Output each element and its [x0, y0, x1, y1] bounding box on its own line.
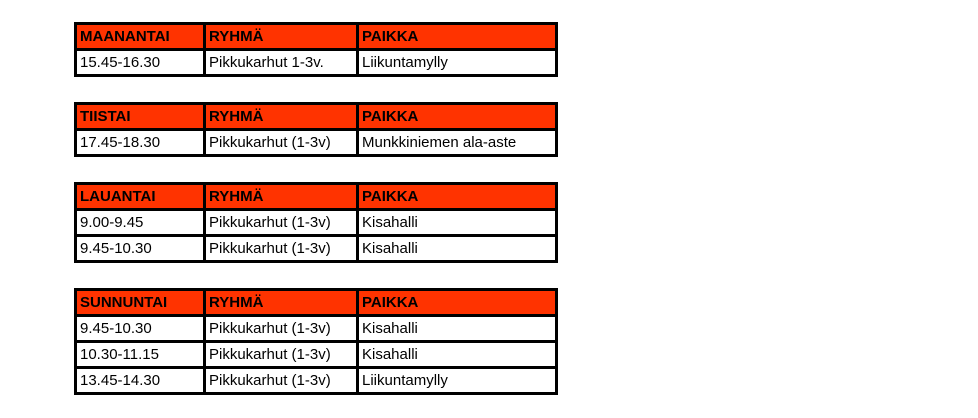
header-row: TIISTAI RYHMÄ PAIKKA — [74, 102, 558, 131]
group-cell: Pikkukarhut (1-3v) — [203, 128, 359, 157]
group-cell: Pikkukarhut (1-3v) — [203, 208, 359, 237]
column-header-cell: RYHMÄ — [203, 182, 359, 211]
place-cell: Liikuntamylly — [356, 366, 558, 395]
group-cell: Pikkukarhut (1-3v) — [203, 340, 359, 369]
time-cell: 9.00-9.45 — [74, 208, 206, 237]
time-cell: 9.45-10.30 — [74, 234, 206, 263]
table-row: 9.45-10.30 Pikkukarhut (1-3v) Kisahalli — [74, 234, 558, 263]
place-cell: Kisahalli — [356, 208, 558, 237]
time-cell: 9.45-10.30 — [74, 314, 206, 343]
group-cell: Pikkukarhut (1-3v) — [203, 366, 359, 395]
table-row: 15.45-16.30 Pikkukarhut 1-3v. Liikuntamyll… — [74, 48, 558, 77]
schedule-table-sunnuntai: SUNNUNTAI RYHMÄ PAIKKA 9.45-10.30 Pikkukarhu… — [74, 288, 558, 395]
header-row: MAANANTAI RYHMÄ PAIKKA — [74, 22, 558, 51]
time-cell: 17.45-18.30 — [74, 128, 206, 157]
table-row: 9.45-10.30 Pikkukarhut (1-3v) Kisahalli — [74, 314, 558, 343]
schedule-tables-container: MAANANTAI RYHMÄ PAIKKA 15.45-16.30 Pikkukarh… — [74, 22, 558, 418]
column-header-cell: PAIKKA — [356, 102, 558, 131]
place-cell: Kisahalli — [356, 314, 558, 343]
column-header-cell: PAIKKA — [356, 22, 558, 51]
day-header-cell: TIISTAI — [74, 102, 206, 131]
place-cell: Kisahalli — [356, 340, 558, 369]
schedule-table-maanantai: MAANANTAI RYHMÄ PAIKKA 15.45-16.30 Pikkukarh… — [74, 22, 558, 77]
table-row: 17.45-18.30 Pikkukarhut (1-3v) Munkkinieme… — [74, 128, 558, 157]
table-row: 9.00-9.45 Pikkukarhut (1-3v) Kisahalli — [74, 208, 558, 237]
place-cell: Munkkiniemen ala-aste — [356, 128, 558, 157]
table-row: 10.30-11.15 Pikkukarhut (1-3v) Kisahalli — [74, 340, 558, 369]
time-cell: 10.30-11.15 — [74, 340, 206, 369]
column-header-cell: RYHMÄ — [203, 102, 359, 131]
place-cell: Liikuntamylly — [356, 48, 558, 77]
group-cell: Pikkukarhut (1-3v) — [203, 314, 359, 343]
place-cell: Kisahalli — [356, 234, 558, 263]
column-header-cell: RYHMÄ — [203, 288, 359, 317]
day-header-cell: LAUANTAI — [74, 182, 206, 211]
column-header-cell: RYHMÄ — [203, 22, 359, 51]
day-header-cell: SUNNUNTAI — [74, 288, 206, 317]
day-header-cell: MAANANTAI — [74, 22, 206, 51]
header-row: LAUANTAI RYHMÄ PAIKKA — [74, 182, 558, 211]
table-row: 13.45-14.30 Pikkukarhut (1-3v) Liikuntamyl… — [74, 366, 558, 395]
header-row: SUNNUNTAI RYHMÄ PAIKKA — [74, 288, 558, 317]
time-cell: 15.45-16.30 — [74, 48, 206, 77]
column-header-cell: PAIKKA — [356, 182, 558, 211]
column-header-cell: PAIKKA — [356, 288, 558, 317]
schedule-table-tiistai: TIISTAI RYHMÄ PAIKKA 17.45-18.30 Pikkukarhut… — [74, 102, 558, 157]
schedule-table-lauantai: LAUANTAI RYHMÄ PAIKKA 9.00-9.45 Pikkukarhut … — [74, 182, 558, 263]
group-cell: Pikkukarhut (1-3v) — [203, 234, 359, 263]
time-cell: 13.45-14.30 — [74, 366, 206, 395]
group-cell: Pikkukarhut 1-3v. — [203, 48, 359, 77]
